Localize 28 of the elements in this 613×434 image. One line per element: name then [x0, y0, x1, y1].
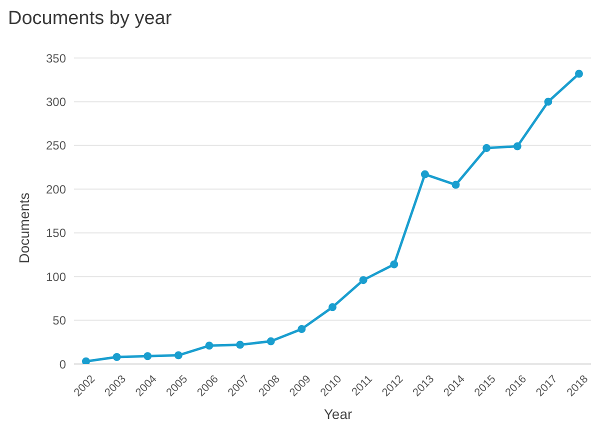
point [328, 303, 336, 312]
y-tick-label: 0 [59, 357, 66, 372]
point [513, 142, 522, 150]
point [298, 325, 306, 334]
point [236, 340, 244, 349]
point [266, 337, 275, 346]
point [144, 352, 152, 360]
point [112, 353, 121, 362]
y-tick-label: 100 [46, 270, 66, 284]
y-axis-title: Documents [16, 192, 32, 264]
point [359, 276, 368, 284]
y-tick-label: 300 [46, 94, 66, 109]
y-tick-label: 350 [46, 51, 66, 66]
y-tick-label: 250 [46, 138, 66, 153]
chart-title: Documents by year [8, 8, 172, 30]
point [575, 70, 583, 78]
point [544, 98, 552, 106]
point [82, 357, 90, 364]
point [482, 144, 491, 152]
y-tick-label: 50 [52, 314, 66, 328]
point [390, 260, 398, 268]
point [452, 180, 460, 189]
x-axis-title: Year [324, 406, 352, 422]
point [205, 342, 214, 350]
point [174, 351, 182, 360]
point [420, 170, 429, 178]
y-tick-label: 200 [46, 182, 66, 196]
y-tick-label: 150 [46, 226, 66, 240]
